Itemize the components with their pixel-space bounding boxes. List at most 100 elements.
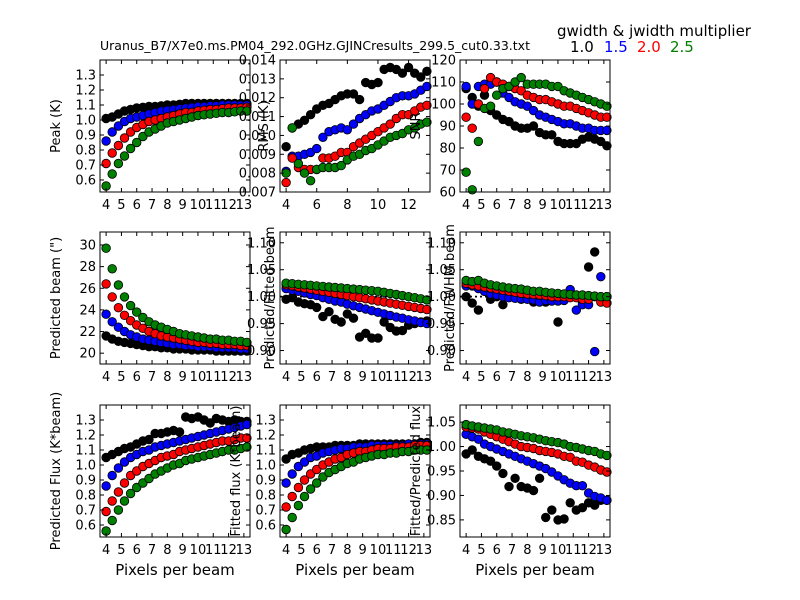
x-tick-label: 6 — [313, 543, 321, 558]
data-point — [602, 467, 612, 477]
x-tick-label: 13 — [416, 543, 433, 558]
y-tick-label: 1.1 — [75, 444, 96, 459]
y-axis-label: Peak (K) — [49, 99, 64, 153]
data-point — [516, 72, 526, 83]
series-4 — [101, 243, 252, 348]
y-tick-label: 110 — [431, 76, 456, 91]
data-point — [492, 461, 502, 471]
y-tick-label: 1.00 — [427, 290, 456, 305]
data-point — [461, 167, 471, 177]
x-tick-label: 11 — [205, 543, 222, 558]
data-point — [348, 89, 359, 99]
data-point — [107, 496, 117, 506]
data-point — [590, 247, 600, 257]
data-point — [125, 143, 136, 154]
data-point — [113, 303, 124, 313]
y-tick-label: 0.8 — [75, 144, 96, 159]
data-point — [287, 123, 297, 133]
panel-2-rms-k: 4 6 8 10 12 0.007 0.008 0.009 0.010 0.011 0.012 0.0… — [239, 54, 432, 213]
data-point — [312, 478, 322, 488]
data-point — [361, 328, 371, 339]
x-tick-label: 8 — [523, 543, 531, 558]
y-tick-label: 0.90 — [427, 489, 456, 504]
x-tick-label: 8 — [163, 370, 171, 385]
x-tick-label: 12 — [220, 198, 237, 213]
data-point — [287, 153, 297, 163]
x-tick-label: 12 — [580, 370, 597, 385]
data-point — [299, 491, 310, 502]
data-point — [416, 72, 426, 82]
data-point — [113, 487, 124, 497]
data-point — [242, 106, 252, 116]
data-point — [287, 491, 297, 502]
x-tick-label: 6 — [493, 198, 501, 213]
data-point — [318, 311, 328, 322]
series-4 — [281, 278, 432, 305]
y-tick-label: 0.7 — [255, 504, 276, 519]
y-tick-label: 0.9 — [75, 129, 96, 144]
data-point — [397, 68, 408, 78]
y-axis-label: RMS (K) — [257, 100, 272, 151]
y-tick-label: 0.95 — [427, 465, 456, 480]
y-tick-label: 1.05 — [427, 416, 456, 431]
x-tick-label: 13 — [236, 543, 253, 558]
y-tick-label: 0.6 — [75, 519, 96, 534]
data-point — [125, 300, 136, 311]
data-point — [281, 502, 291, 512]
x-tick-label: 11 — [205, 198, 222, 213]
data-point — [422, 117, 432, 127]
data-point — [583, 262, 594, 272]
data-point — [336, 317, 346, 327]
data-point — [547, 130, 557, 140]
y-tick-label: 1.2 — [75, 429, 96, 444]
x-tick-label: 4 — [282, 198, 290, 213]
data-point — [119, 292, 130, 302]
y-axis-label: SNR — [409, 112, 424, 139]
data-point — [324, 307, 334, 317]
data-point — [101, 158, 111, 169]
data-point — [131, 137, 142, 148]
x-tick-label: 8 — [523, 198, 531, 213]
data-point — [281, 177, 291, 188]
series-3 — [101, 433, 252, 517]
panel-9-fitted-predicted-flux: 4 5 6 7 8 9 101112130.850.900.951.001.05Fitted… — [409, 404, 612, 579]
x-tick-label: 9 — [179, 543, 187, 558]
data-point — [528, 485, 539, 496]
data-point — [571, 305, 582, 315]
x-tick-label: 6 — [133, 198, 141, 213]
y-tick-label: 24 — [79, 303, 96, 318]
y-tick-label: 1.05 — [427, 263, 456, 278]
x-tick-label: 11 — [205, 370, 222, 385]
x-tick-label: 13 — [596, 370, 613, 385]
data-point — [119, 496, 130, 506]
y-tick-label: 0.9 — [255, 474, 276, 489]
data-point — [299, 168, 310, 178]
data-point — [131, 307, 142, 317]
data-point — [101, 279, 111, 289]
x-tick-label: 13 — [596, 198, 613, 213]
x-tick-label: 9 — [539, 198, 547, 213]
x-tick-label: 7 — [148, 370, 156, 385]
series-4 — [281, 445, 432, 535]
data-point — [528, 121, 539, 131]
x-tick-label: 10 — [550, 370, 567, 385]
y-tick-label: 60 — [439, 186, 456, 201]
y-tick-label: 22 — [79, 325, 96, 340]
x-tick-label: 4 — [462, 370, 470, 385]
y-tick-label: 1.0 — [75, 459, 96, 474]
data-point — [299, 475, 310, 485]
y-tick-label: 0.7 — [75, 159, 96, 174]
data-point — [422, 100, 432, 111]
x-tick-label: 10 — [550, 198, 567, 213]
x-axis-label: Pixels per beam — [475, 561, 595, 579]
x-tick-label: 10 — [370, 543, 387, 558]
x-tick-label: 9 — [179, 370, 187, 385]
plot-frame — [279, 231, 431, 365]
y-tick-label: 26 — [79, 282, 96, 297]
x-tick-label: 4 — [102, 198, 110, 213]
x-tick-label: 13 — [236, 198, 253, 213]
x-tick-label: 12 — [400, 370, 417, 385]
series-4 — [281, 117, 432, 186]
